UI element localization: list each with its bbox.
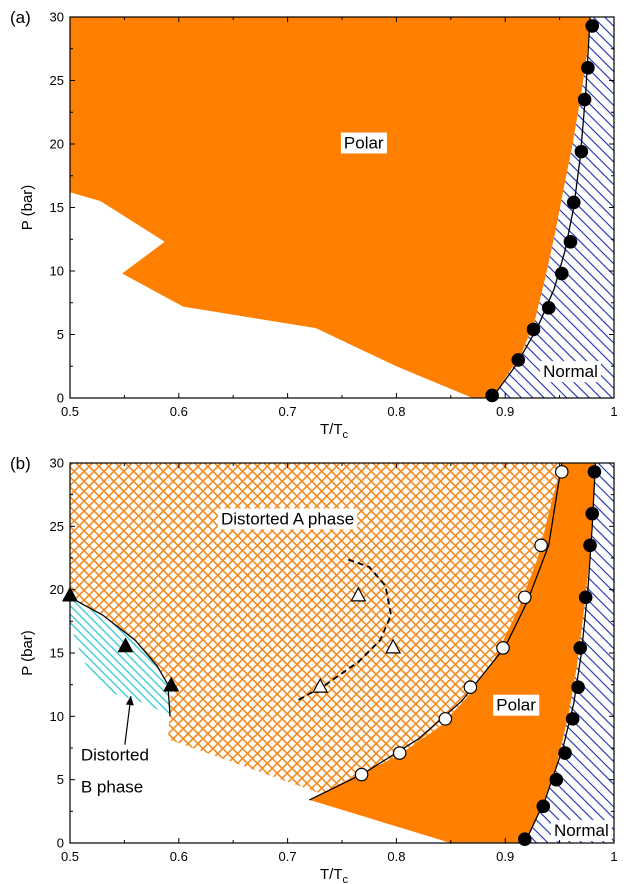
region-label-box [493, 694, 540, 716]
x-tick-label: 0.7 [279, 404, 297, 419]
y-tick-label: 30 [50, 10, 64, 25]
x-tick-label: 0.5 [61, 404, 79, 419]
x-tick-label: 1 [610, 404, 617, 419]
annotation-arrowhead [125, 696, 134, 706]
data-point [541, 301, 556, 315]
data-point [517, 832, 532, 846]
x-tick-label: 0.9 [496, 849, 514, 864]
x-tick-label: 0.5 [61, 849, 79, 864]
data-point [558, 746, 572, 760]
y-tick-label: 5 [57, 327, 64, 342]
data-point [117, 637, 134, 653]
data-point [485, 388, 499, 403]
data-point [463, 680, 478, 694]
x-tick-label: 0.6 [170, 404, 188, 419]
dashed-boundary-curve [298, 558, 392, 701]
annotation-text: Distorted [81, 746, 149, 765]
data-point [571, 680, 585, 694]
region-label: Normal [543, 362, 598, 381]
y-tick-label: 15 [50, 200, 64, 215]
data-point [312, 677, 329, 693]
region-label-box [550, 820, 612, 842]
y-tick-label: 20 [50, 582, 64, 597]
x-axis-label-main: T/T [320, 866, 343, 883]
x-axis-label: T/Tc [320, 421, 349, 441]
region-distorted [70, 597, 171, 717]
region-label: Polar [496, 696, 536, 715]
plot-area [70, 463, 614, 843]
y-tick-label: 15 [50, 646, 64, 661]
data-point [385, 638, 402, 654]
panel-label: (a) [10, 8, 31, 27]
x-tick-label: 0.9 [496, 404, 514, 419]
data-point [581, 61, 595, 75]
data-point [534, 538, 548, 553]
y-tick-label: 5 [57, 772, 64, 787]
y-tick-label: 0 [57, 836, 64, 851]
data-point [526, 322, 541, 337]
x-axis-label-sub: c [343, 429, 349, 441]
data-point [554, 465, 569, 479]
y-tick-label: 25 [50, 519, 64, 534]
data-point [392, 746, 407, 760]
region-label: Polar [344, 133, 384, 152]
data-point [163, 676, 180, 692]
data-point [585, 19, 600, 33]
y-tick-label: 20 [50, 137, 64, 152]
x-axis-label-sub: c [343, 874, 349, 884]
data-point [583, 538, 597, 553]
phase-boundary-curve [309, 463, 563, 801]
x-tick-label: 0.8 [387, 849, 405, 864]
x-tick-label: 0.6 [170, 849, 188, 864]
x-tick-label: 0.7 [279, 849, 297, 864]
data-point [350, 586, 367, 602]
data-point [563, 234, 578, 249]
region-label: Distorted A phase [221, 509, 354, 528]
panel-b: Distorted A phase Polar Normal 0.5 0.6 0.7 0.8… [10, 454, 618, 884]
y-tick-label: 10 [50, 264, 64, 279]
region-label: Normal [554, 821, 609, 840]
x-tick-label: 1 [610, 849, 617, 864]
region-label-box [340, 132, 387, 154]
region-normal [524, 463, 614, 843]
data-point [577, 92, 592, 107]
data-point [496, 641, 510, 655]
y-tick-label: 0 [57, 391, 64, 406]
data-point [565, 712, 580, 726]
panel-label: (b) [10, 454, 31, 473]
region-polar [309, 463, 596, 843]
annotation-text: B phase [81, 777, 143, 796]
data-point [354, 767, 369, 782]
x-axis-label-main: T/T [320, 421, 343, 438]
data-point [511, 353, 526, 367]
y-tick-label: 30 [50, 456, 64, 471]
data-point [566, 195, 581, 210]
x-axis-label: T/Tc [320, 866, 349, 884]
y-tick-label: 10 [50, 709, 64, 724]
data-point [554, 266, 569, 281]
phase-boundary-curve [491, 17, 591, 398]
region-distorted-a-phase [70, 463, 562, 843]
region-label-box [217, 508, 358, 530]
data-point [587, 465, 602, 479]
data-point [573, 641, 588, 655]
region-polar [70, 17, 591, 398]
data-point [578, 590, 593, 605]
data-point [517, 590, 532, 605]
data-point [585, 506, 600, 521]
y-axis-label: P (bar) [19, 630, 36, 676]
y-axis-label: P (bar) [19, 185, 36, 231]
data-point [574, 144, 589, 159]
phase-boundary-curve [524, 463, 597, 843]
y-tick-label: 25 [50, 73, 64, 88]
data-point [536, 799, 551, 814]
region-label-box [540, 361, 601, 383]
x-tick-label: 0.8 [387, 404, 405, 419]
data-point [438, 712, 453, 726]
data-point [549, 772, 564, 787]
plot-area [70, 17, 614, 398]
